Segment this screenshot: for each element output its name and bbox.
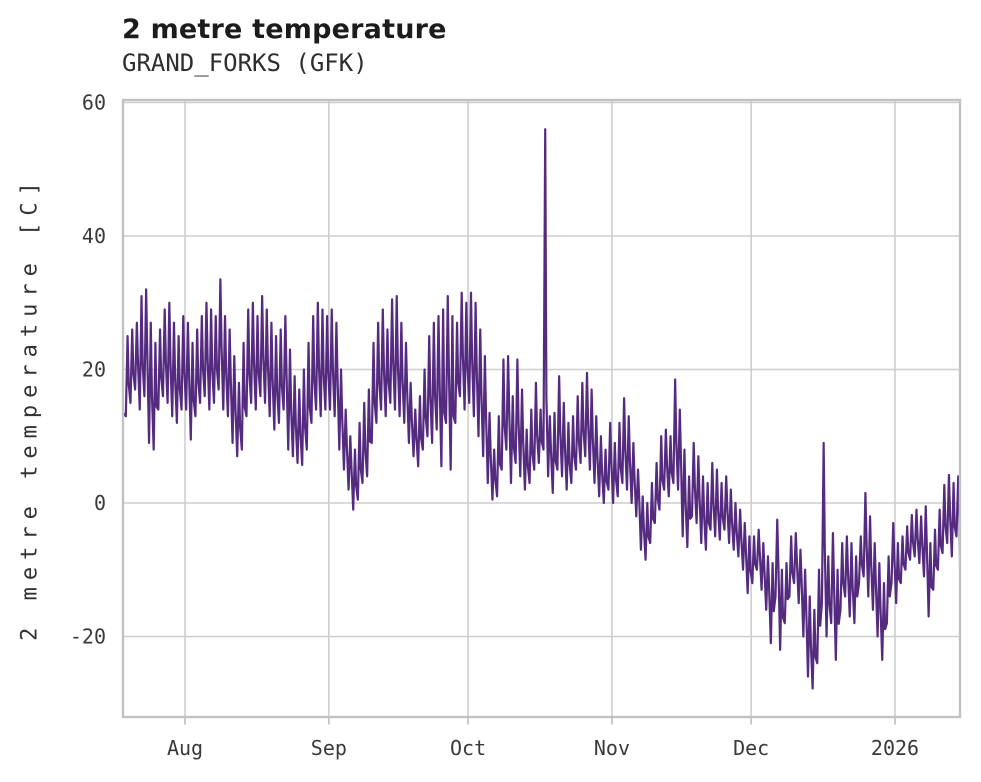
x-tick-labels: Aug Sep Oct Nov Dec 2026 bbox=[167, 736, 919, 760]
y-tick-label: -20 bbox=[70, 625, 106, 649]
y-tick-label: 20 bbox=[82, 358, 106, 382]
plot-border bbox=[121, 98, 962, 719]
temperature-line bbox=[123, 128, 960, 690]
x-tick-label: Nov bbox=[594, 736, 630, 760]
chart-title: 2 metre temperature bbox=[122, 14, 447, 45]
y-tick-label: 40 bbox=[82, 224, 106, 248]
gridlines bbox=[123, 100, 960, 717]
y-tick-label: 60 bbox=[82, 91, 106, 115]
x-tick-label: 2026 bbox=[871, 736, 919, 760]
x-tick-label: Aug bbox=[167, 736, 203, 760]
y-axis-label: 2 metre temperature [C] bbox=[17, 175, 43, 641]
y-tick-labels: 60 40 20 0 -20 bbox=[70, 91, 106, 649]
x-tick-label: Sep bbox=[311, 736, 347, 760]
chart-subtitle: GRAND_FORKS (GFK) bbox=[122, 49, 368, 77]
y-tick-label: 0 bbox=[94, 491, 106, 515]
x-tick-label: Oct bbox=[450, 736, 486, 760]
x-tick-label: Dec bbox=[733, 736, 769, 760]
x-axis-ticks bbox=[184, 717, 896, 725]
